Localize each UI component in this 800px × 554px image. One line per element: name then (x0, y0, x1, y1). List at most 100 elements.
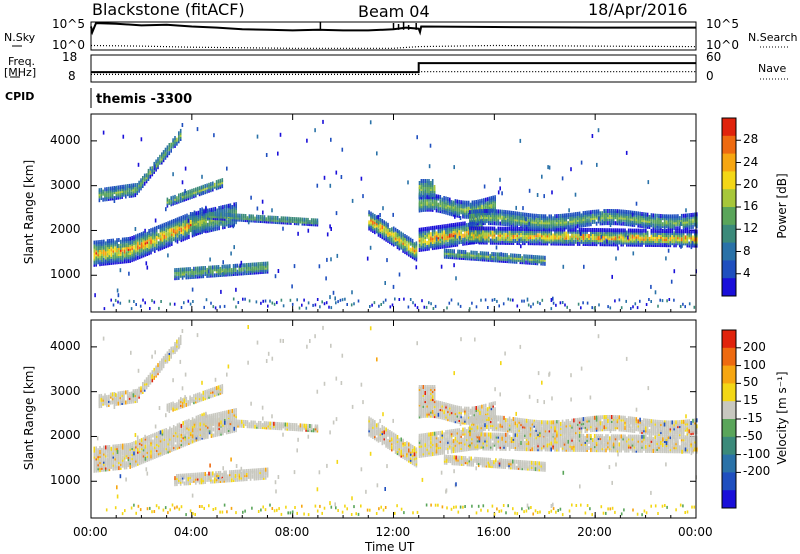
data-cell (568, 208, 570, 213)
data-cell (497, 240, 500, 245)
data-cell (110, 446, 113, 451)
data-cell (176, 137, 178, 142)
data-cell (520, 212, 522, 217)
data-cell (593, 306, 596, 310)
data-cell (456, 199, 459, 204)
data-cell (566, 305, 568, 309)
data-cell (240, 263, 242, 268)
data-cell (227, 203, 230, 208)
data-cell (481, 204, 483, 209)
data-cell (430, 189, 432, 194)
data-cell (453, 165, 455, 170)
data-cell (110, 456, 113, 461)
data-cell (558, 233, 560, 238)
data-cell (522, 227, 524, 231)
data-cell (503, 232, 505, 237)
data-cell (408, 246, 410, 251)
data-cell (631, 238, 634, 243)
data-cell (633, 210, 636, 215)
data-cell (447, 233, 449, 238)
data-cell (93, 262, 96, 267)
data-cell (603, 213, 605, 218)
data-cell (541, 239, 543, 244)
data-cell (466, 241, 468, 246)
data-cell (441, 209, 443, 214)
data-cell (452, 200, 455, 205)
data-cell (379, 217, 382, 222)
data-cell (205, 206, 207, 211)
data-cell (219, 266, 222, 271)
data-cell (378, 304, 380, 308)
data-cell (121, 253, 124, 258)
data-cell (244, 269, 246, 274)
data-cell (129, 442, 131, 447)
data-cell (161, 223, 164, 228)
data-cell (620, 221, 622, 226)
data-cell (508, 210, 511, 215)
data-cell (471, 236, 473, 241)
data-cell (305, 306, 308, 310)
data-cell (469, 226, 471, 231)
data-cell (533, 225, 535, 230)
data-cell (101, 447, 103, 452)
data-cell (662, 214, 664, 219)
data-cell (502, 252, 505, 257)
data-cell (536, 300, 539, 304)
data-cell (153, 300, 156, 304)
data-cell (406, 243, 408, 248)
data-cell (476, 255, 478, 259)
data-cell (501, 215, 503, 220)
data-cell (544, 255, 546, 260)
data-cell (133, 451, 135, 456)
data-cell (240, 267, 242, 272)
data-cell (694, 237, 696, 242)
data-cell (121, 251, 124, 256)
data-cell (157, 245, 160, 250)
data-cell (411, 241, 414, 245)
data-cell (106, 251, 109, 256)
data-cell (424, 245, 426, 250)
data-cell (426, 228, 428, 233)
data-cell (544, 216, 547, 221)
data-cell (133, 245, 135, 250)
data-cell (462, 237, 464, 242)
data-cell (599, 236, 602, 241)
data-cell (432, 307, 435, 310)
data-cell (404, 246, 406, 251)
data-cell (415, 265, 418, 270)
data-cell (552, 296, 554, 301)
data-cell (426, 244, 428, 249)
data-cell (176, 196, 178, 201)
data-cell (472, 250, 474, 255)
data-cell (163, 222, 166, 227)
data-cell (172, 195, 174, 200)
data-cell (220, 212, 222, 217)
data-cell (466, 208, 468, 213)
data-cell (170, 148, 172, 153)
data-cell (102, 189, 104, 194)
data-cell (450, 200, 453, 205)
data-cell (382, 300, 385, 304)
data-cell (229, 203, 232, 208)
data-cell (590, 210, 592, 215)
data-cell (552, 301, 555, 305)
data-cell (223, 304, 226, 308)
data-cell (552, 233, 554, 238)
data-cell (527, 213, 530, 217)
data-cell (592, 209, 594, 214)
data-cell (580, 160, 583, 165)
data-cell (425, 305, 428, 309)
data-cell (514, 239, 517, 243)
data-cell (171, 237, 173, 242)
data-cell (297, 231, 299, 236)
data-cell (152, 227, 154, 232)
data-cell (244, 214, 247, 218)
date-title: 18/Apr/2016 (588, 0, 688, 19)
data-cell (174, 226, 177, 231)
data-cell (512, 298, 514, 302)
data-cell (269, 215, 271, 220)
data-cell (631, 240, 634, 245)
data-cell (123, 253, 126, 258)
data-cell (453, 263, 455, 268)
data-cell (435, 225, 438, 230)
